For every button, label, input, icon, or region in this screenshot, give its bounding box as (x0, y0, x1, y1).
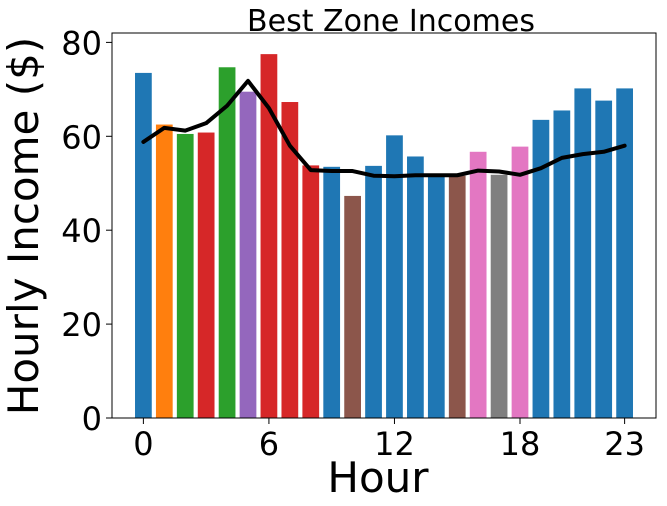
average-line-layer (141, 78, 627, 179)
bar-hour-15 (448, 175, 466, 418)
y-tick-label: 60 (61, 118, 102, 156)
bar-hour-23 (616, 88, 633, 419)
x-tick-label: 23 (604, 425, 645, 463)
bar-hour-16 (469, 151, 487, 419)
y-axis-ticks: 0 20 40 60 80 (61, 24, 112, 438)
x-axis-title: Hour (327, 453, 429, 502)
x-tick-label: 6 (259, 425, 279, 463)
bar-hour-13 (407, 156, 424, 419)
bar-hour-5 (239, 91, 257, 418)
bar-hour-19 (532, 119, 550, 419)
bar-hour-2 (176, 133, 194, 418)
bar-series (135, 54, 633, 419)
bar-hour-11 (365, 165, 382, 418)
bar-hour-1 (155, 124, 173, 419)
bar-hour-17 (490, 174, 508, 418)
bar-hour-18 (511, 146, 529, 418)
chart-title: Best Zone Incomes (247, 4, 535, 39)
y-tick-label: 20 (61, 306, 102, 344)
x-tick-label: 18 (500, 425, 541, 463)
bar-hour-8 (302, 165, 320, 418)
y-tick-label: 0 (82, 400, 102, 438)
bar-hour-22 (595, 100, 613, 419)
x-tick-label: 12 (374, 425, 415, 463)
bar-hour-9 (323, 166, 341, 418)
x-axis-ticks: 0 6 12 18 23 (133, 418, 645, 463)
plot-frame (111, 32, 657, 419)
average-income-line (141, 78, 627, 179)
y-tick-label: 80 (61, 24, 102, 62)
bar-hour-10 (344, 195, 361, 418)
y-tick-label: 40 (61, 212, 102, 250)
bar-hour-21 (574, 88, 592, 419)
bar-hour-0 (135, 72, 152, 418)
y-axis-title: Hourly Income ($) (0, 37, 48, 415)
bar-hour-4 (218, 67, 236, 419)
bar-hour-7 (281, 102, 299, 419)
bar-hour-12 (386, 135, 403, 418)
x-tick-label: 0 (133, 425, 153, 463)
bar-hour-3 (197, 132, 215, 419)
bar-hour-20 (553, 110, 571, 418)
bar-hour-6 (260, 54, 278, 418)
bar-hour-14 (427, 176, 445, 418)
